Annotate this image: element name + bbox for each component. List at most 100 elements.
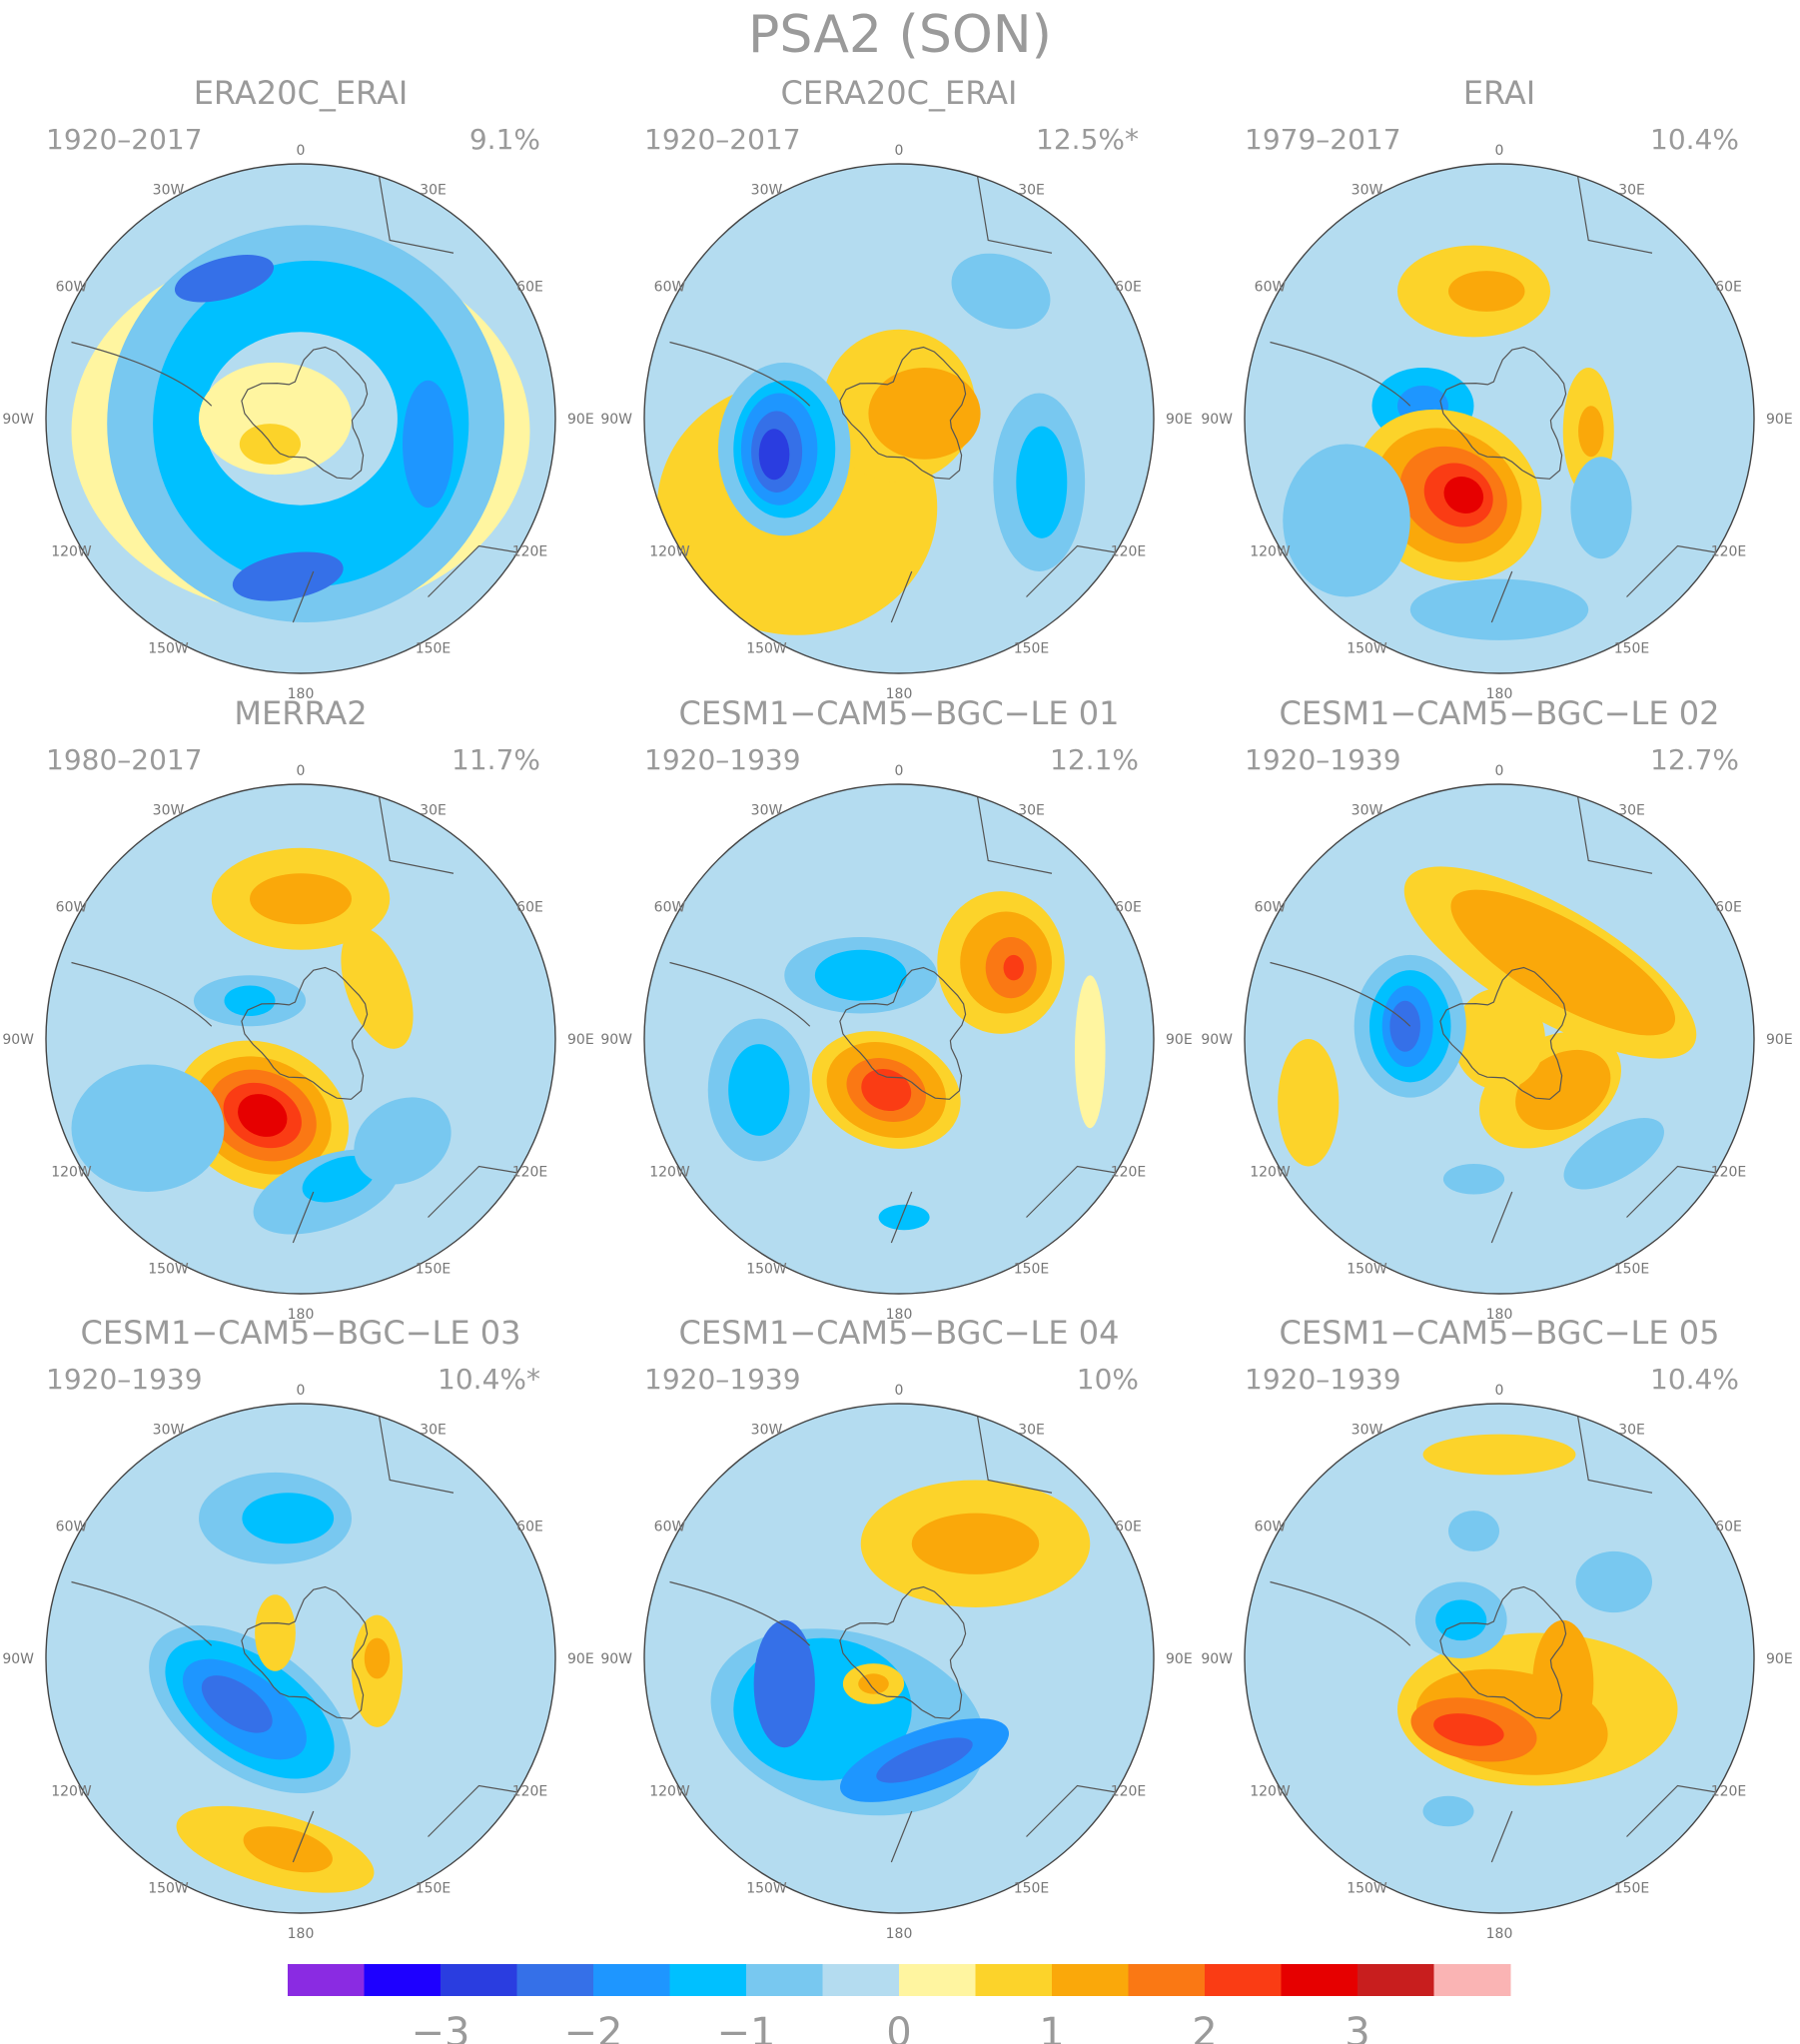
anomaly-contour [1575, 1550, 1652, 1613]
new-zealand-coastline [890, 1810, 913, 1863]
colorbar-swatch [975, 1964, 1053, 1996]
south-america-coastline [1270, 341, 1411, 407]
longitude-label: 90E [567, 1651, 594, 1667]
colorbar-tick-label: −2 [564, 2010, 623, 2044]
longitude-label: 180 [1486, 1307, 1513, 1323]
longitude-label: 120E [1111, 1165, 1147, 1181]
colorbar-swatch [441, 1964, 517, 1996]
longitude-label: 30W [1351, 183, 1383, 199]
panel-variance: 9.1% [469, 123, 540, 156]
longitude-label: 150E [1014, 1881, 1050, 1897]
anomaly-contour [1433, 1713, 1504, 1746]
longitude-label: 30W [153, 1423, 185, 1439]
field-shading [1245, 164, 1754, 673]
colorbar-swatch [364, 1964, 442, 1996]
anomaly-contour [243, 1826, 333, 1873]
longitude-label: 90E [567, 1032, 594, 1048]
south-america-coastline [669, 341, 811, 407]
map-boundary [45, 163, 556, 674]
anomaly-contour [814, 949, 907, 1001]
longitude-label: 150W [148, 1881, 189, 1897]
colorbar-swatch [593, 1964, 670, 1996]
longitude-label: 60W [654, 280, 686, 296]
antarctica-coastline [241, 966, 369, 1100]
longitude-label: 60E [1715, 280, 1742, 296]
new-zealand-coastline [1490, 570, 1513, 623]
antarctica-coastline [241, 346, 369, 480]
longitude-label: 30W [751, 803, 783, 819]
colorbar-swatch [1205, 1964, 1282, 1996]
map-panel: CESM1−CAM5−BGC−LE 05 1920–1939 10.4% 0 30E 60… [1201, 1314, 1792, 1942]
field-shading [46, 784, 555, 1294]
new-zealand-coastline [292, 1810, 315, 1863]
anomaly-contour [1532, 1619, 1594, 1748]
anomaly-contour [951, 253, 1051, 330]
longitude-label: 30E [420, 1423, 447, 1439]
longitude-label: 150W [746, 1262, 787, 1278]
panel-title: CESM1−CAM5−BGC−LE 03 [81, 1314, 521, 1352]
panel-title: CERA20C_ERAI [781, 74, 1018, 112]
colorbar-swatch [1357, 1964, 1434, 1996]
map-panel: CESM1−CAM5−BGC−LE 01 1920–1939 12.1% 0 30E 60… [600, 694, 1192, 1323]
africa-coastline [974, 164, 1053, 254]
longitude-label: 180 [288, 686, 315, 702]
map-boundary [1244, 783, 1755, 1295]
field-shading [644, 164, 1154, 673]
longitude-label: 90E [1166, 1032, 1193, 1048]
panels: ERA20C_ERAI 1920–2017 9.1% 0 30E 60E 90E 120E 15… [2, 74, 1792, 1942]
longitude-label: 30W [153, 183, 185, 199]
africa-coastline [376, 164, 454, 254]
anomaly-contour [1283, 444, 1410, 597]
longitude-label: 90W [1201, 1651, 1233, 1667]
longitude-label: 90W [2, 412, 34, 428]
longitude-label: 30W [751, 183, 783, 199]
antarctica-coastline [1439, 346, 1567, 480]
longitude-label: 150W [148, 1262, 189, 1278]
panel-variance: 11.7% [451, 743, 540, 776]
longitude-label: 0 [1495, 763, 1504, 779]
panel-period: 1980–2017 [46, 743, 203, 776]
panel-variance: 10.4% [1650, 1363, 1739, 1396]
anomaly-contour [1278, 1039, 1340, 1167]
longitude-label: 60W [56, 900, 88, 916]
map-boundary [643, 1403, 1155, 1914]
longitude-label: 120W [1250, 1784, 1291, 1800]
panel-variance: 10% [1077, 1363, 1139, 1396]
field-shading [1245, 784, 1754, 1294]
anomaly-contour [1570, 457, 1632, 559]
longitude-label: 120W [51, 1165, 92, 1181]
longitude-label: 90E [1166, 1651, 1193, 1667]
longitude-label: 120E [1711, 1784, 1747, 1800]
longitude-label: 90E [1766, 1651, 1793, 1667]
longitude-label: 90W [600, 1651, 632, 1667]
anomaly-contour [174, 255, 275, 303]
longitude-label: 30W [1351, 803, 1383, 819]
longitude-label: 120W [1250, 1165, 1291, 1181]
longitude-label: 60E [1115, 1520, 1142, 1535]
colorbar-swatch [1128, 1964, 1206, 1996]
longitude-label: 180 [288, 1926, 315, 1942]
field-shading [644, 784, 1154, 1294]
map-panel: CERA20C_ERAI 1920–2017 12.5%* 0 30E 60E 90E 120… [600, 74, 1192, 702]
longitude-label: 90E [1766, 1032, 1793, 1048]
south-america-coastline [71, 961, 213, 1027]
south-america-coastline [669, 961, 811, 1027]
longitude-label: 0 [297, 763, 306, 779]
anomaly-contour [239, 424, 301, 465]
colorbar-swatch [288, 1964, 365, 1996]
longitude-label: 0 [1495, 1383, 1504, 1399]
longitude-label: 120W [649, 1165, 690, 1181]
panel-period: 1920–1939 [1245, 743, 1401, 776]
longitude-label: 180 [886, 686, 913, 702]
field-shading [46, 1404, 555, 1913]
longitude-label: 0 [895, 1383, 904, 1399]
longitude-label: 30E [1618, 183, 1645, 199]
longitude-label: 60W [654, 1520, 686, 1535]
longitude-label: 90W [2, 1651, 34, 1667]
anomaly-contour [1016, 426, 1068, 538]
anomaly-contour [250, 873, 352, 925]
colorbar-tick-label: 1 [1039, 2010, 1064, 2044]
anomaly-contour [71, 1064, 225, 1192]
longitude-label: 150W [746, 641, 787, 657]
